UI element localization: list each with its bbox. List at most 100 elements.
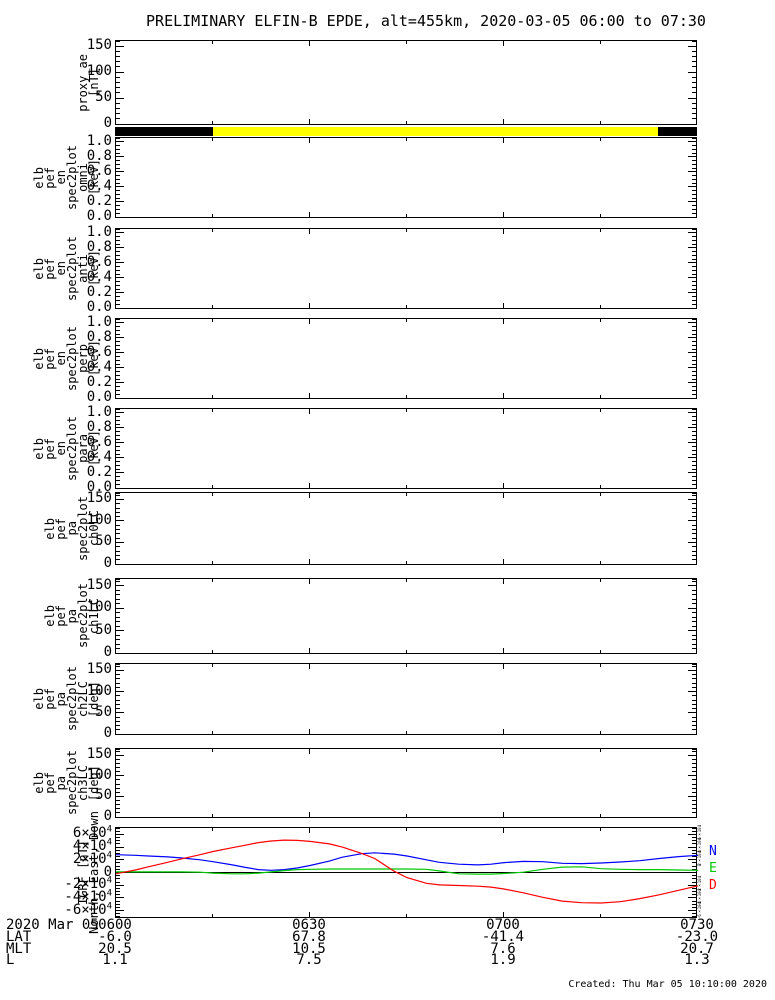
- y-minor-tick: [116, 594, 120, 596]
- y-tick-label: 1.0: [86, 313, 112, 330]
- y-minor-tick: [116, 621, 120, 623]
- y-minor-tick: [692, 533, 696, 535]
- y-major-tick: [116, 775, 124, 777]
- y-minor-tick: [116, 254, 120, 256]
- y-major-tick: [688, 247, 696, 249]
- x-minor-tick: [212, 814, 213, 817]
- x-minor-tick: [406, 138, 407, 141]
- y-major-tick: [688, 816, 696, 818]
- y-minor-tick: [692, 182, 696, 184]
- y-minor-tick: [116, 915, 120, 917]
- x-minor-tick: [406, 319, 407, 322]
- y-minor-tick: [116, 808, 120, 810]
- x-minor-tick: [600, 485, 601, 488]
- y-minor-tick: [116, 393, 120, 395]
- y-minor-tick: [692, 634, 696, 636]
- panel-label-line: North, East, Down: [87, 811, 101, 934]
- y-major-tick: [688, 277, 696, 279]
- y-major-tick: [116, 45, 124, 47]
- y-minor-tick: [692, 524, 696, 526]
- y-minor-tick: [116, 160, 120, 162]
- x-major-tick: [309, 229, 310, 234]
- y-minor-tick: [692, 875, 696, 877]
- x-minor-tick: [212, 305, 213, 308]
- y-minor-tick: [692, 674, 696, 676]
- y-minor-tick: [692, 251, 696, 253]
- y-minor-tick: [116, 326, 120, 328]
- y-minor-tick: [692, 840, 696, 842]
- y-minor-tick: [692, 288, 696, 290]
- y-minor-tick: [692, 725, 696, 726]
- panel-label-line: [keV]: [87, 250, 101, 287]
- y-tick-label: 0.2: [86, 192, 112, 209]
- x-minor-tick: [406, 749, 407, 752]
- y-minor-tick: [116, 758, 120, 760]
- y-minor-tick: [692, 546, 696, 548]
- y-tick-label: -4×104: [64, 888, 112, 905]
- y-major-tick: [688, 397, 696, 399]
- y-minor-tick: [116, 703, 120, 705]
- x-minor-tick: [600, 749, 601, 752]
- y-minor-tick: [692, 878, 696, 880]
- y-minor-tick: [692, 483, 696, 485]
- panel-label-line: [deg]: [87, 680, 101, 718]
- y-minor-tick: [116, 639, 120, 641]
- y-major-tick: [688, 186, 696, 188]
- y-minor-tick: [692, 894, 696, 896]
- y-minor-tick: [116, 827, 120, 829]
- y-major-tick: [688, 487, 696, 489]
- y-minor-tick: [692, 479, 696, 481]
- y-minor-tick: [116, 416, 120, 418]
- y-major-tick: [116, 816, 124, 818]
- panel-label-line: ch0LC: [87, 510, 101, 547]
- panel-pa-ch1lc: 0 50 100 150 elb pef pa spec2plot ch1LC: [43, 578, 697, 659]
- y-minor-tick: [692, 843, 696, 845]
- x-minor-tick: [212, 650, 213, 653]
- y-minor-tick: [116, 61, 120, 63]
- date-label: 2020 Mar 05: [6, 917, 99, 933]
- y-major-tick: [116, 427, 124, 429]
- y-minor-tick: [692, 758, 696, 760]
- x-minor-tick: [600, 319, 601, 322]
- x-major-tick: [309, 138, 310, 143]
- x-minor-tick: [212, 121, 213, 124]
- x-minor-tick: [212, 579, 213, 582]
- x-minor-tick: [212, 749, 213, 752]
- x-major-tick: [503, 828, 504, 833]
- y-tick-label: 0.4: [86, 448, 112, 465]
- x-minor-tick: [406, 814, 407, 817]
- y-minor-tick: [116, 348, 120, 350]
- x-major-tick: [503, 493, 504, 498]
- y-minor-tick: [116, 862, 120, 864]
- x-minor-tick: [212, 319, 213, 322]
- y-minor-tick: [692, 720, 696, 722]
- panel-label: elb pef pa spec2plot ch3LC [deg]: [32, 749, 101, 817]
- y-minor-tick: [692, 862, 696, 864]
- y-major-tick: [116, 201, 124, 203]
- y-tick-label: 0.0: [86, 208, 112, 224]
- x-major-tick: [503, 664, 504, 669]
- x-major-tick: [503, 303, 504, 308]
- x-minor-tick: [406, 664, 407, 667]
- y-minor-tick: [692, 212, 696, 214]
- y-minor-tick: [116, 438, 120, 440]
- y-major-tick: [116, 669, 124, 671]
- y-tick-label: 100: [86, 682, 112, 699]
- y-minor-tick: [692, 767, 696, 769]
- y-minor-tick: [692, 616, 696, 618]
- y-minor-tick: [692, 903, 696, 905]
- legend-E: E: [709, 861, 717, 876]
- y-minor-tick: [692, 537, 696, 539]
- y-major-tick: [688, 754, 696, 756]
- y-minor-tick: [692, 389, 696, 391]
- y-minor-tick: [692, 341, 696, 343]
- y-tick-label: 0: [103, 725, 112, 741]
- x-tick-label: 0600: [98, 917, 132, 933]
- y-minor-tick: [692, 284, 696, 286]
- y-minor-tick: [116, 378, 120, 380]
- panel-label-line: [keV]: [87, 430, 101, 467]
- panel-label: elb pef en spec2plot para [keV]: [32, 409, 101, 488]
- y-minor-tick: [116, 791, 120, 793]
- y-major-tick: [688, 156, 696, 158]
- y-minor-tick: [692, 800, 696, 801]
